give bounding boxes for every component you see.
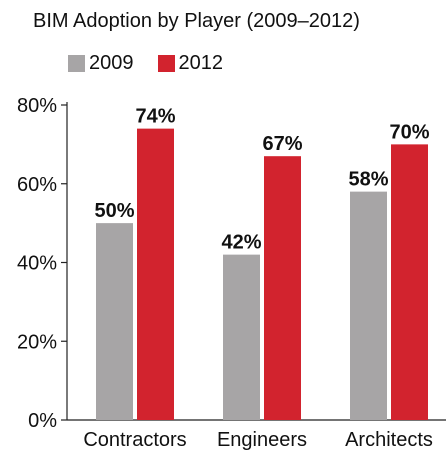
x-tick-label: Architects xyxy=(345,429,433,451)
legend-item-2009: 2009 xyxy=(68,52,134,75)
x-tick-label: Contractors xyxy=(83,429,186,451)
bar-architects-2009 xyxy=(350,191,387,420)
bar-architects-2012 xyxy=(391,144,428,420)
x-tick-label: Engineers xyxy=(217,429,307,451)
y-tick-label: 20% xyxy=(17,331,57,353)
legend-label-2012: 2012 xyxy=(178,51,224,74)
legend-swatch-2012 xyxy=(157,54,175,72)
data-label: 58% xyxy=(348,169,388,191)
data-label: 50% xyxy=(94,200,134,222)
bar-contractors-2009 xyxy=(96,223,133,420)
y-tick-label: 0% xyxy=(28,410,57,432)
data-label: 74% xyxy=(135,106,175,128)
bar-engineers-2009 xyxy=(223,254,260,420)
data-label: 70% xyxy=(389,121,429,143)
legend-swatch-2009 xyxy=(68,54,85,72)
bar-contractors-2012 xyxy=(137,128,174,420)
y-tick-label: 80% xyxy=(17,95,57,117)
data-label: 67% xyxy=(262,133,302,155)
bar-engineers-2012 xyxy=(264,156,301,420)
y-tick-label: 40% xyxy=(17,253,57,275)
legend-item-2012: 2012 xyxy=(157,51,224,75)
legend-label-2009: 2009 xyxy=(89,51,134,74)
chart-title: BIM Adoption by Player (2009–2012) xyxy=(33,10,360,32)
data-label: 42% xyxy=(221,232,261,254)
legend: 2009 2012 xyxy=(68,51,247,75)
y-tick-label: 60% xyxy=(17,174,57,196)
